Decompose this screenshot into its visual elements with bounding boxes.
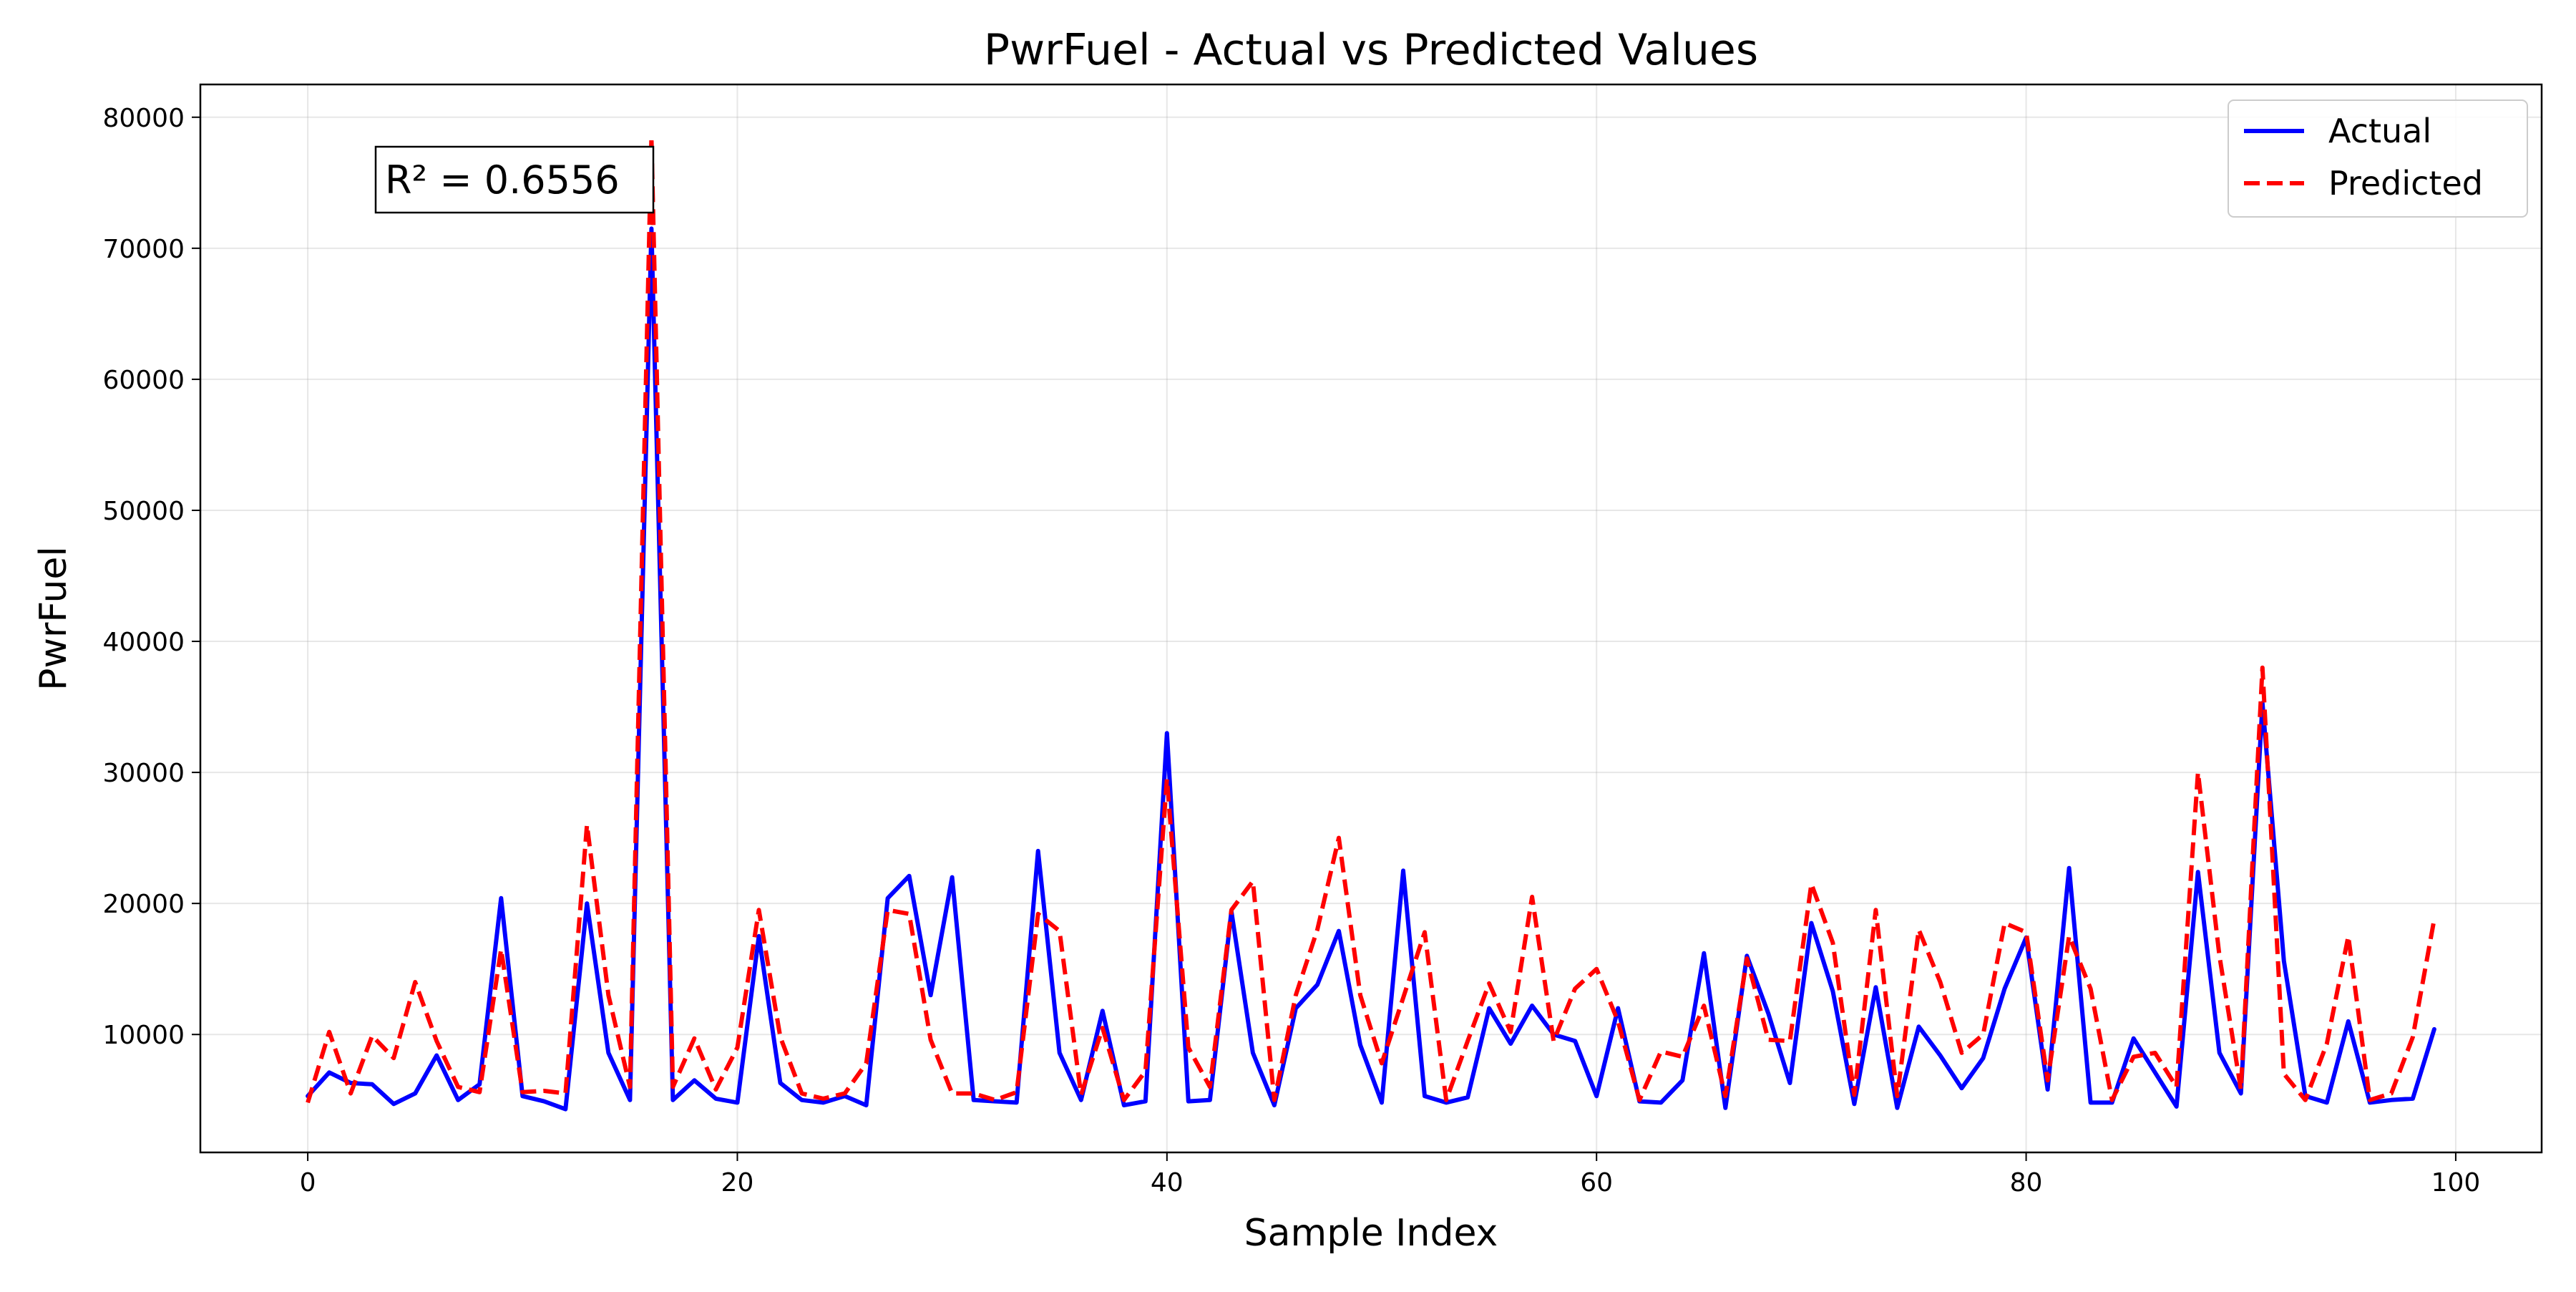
plot-frame <box>199 83 2543 1154</box>
x-axis-title: Sample Index <box>1244 1212 1498 1255</box>
series-layer <box>306 135 2436 1112</box>
series-predicted-line <box>306 135 2436 1104</box>
y-tick-label: 70000 <box>102 235 185 264</box>
y-tick-label: 20000 <box>102 890 185 919</box>
y-tick-label: 80000 <box>102 104 185 133</box>
y-tick-label: 60000 <box>102 366 185 395</box>
y-tick-label: 40000 <box>102 628 185 657</box>
y-axis-title: PwrFuel <box>32 546 75 691</box>
chart-title: PwrFuel - Actual vs Predicted Values <box>984 25 1758 75</box>
x-tick-label: 100 <box>2431 1168 2481 1198</box>
x-tick-label: 20 <box>721 1168 754 1198</box>
x-tick-label: 60 <box>1580 1168 1613 1198</box>
y-tick-label: 10000 <box>102 1021 185 1050</box>
grid <box>200 84 2542 1152</box>
x-tick-label: 40 <box>1151 1168 1184 1198</box>
x-tick-label: 80 <box>2010 1168 2043 1198</box>
x-tick-label: 0 <box>300 1168 316 1198</box>
y-tick-label: 30000 <box>102 759 185 788</box>
legend: Actual Predicted <box>2228 99 2528 218</box>
y-tick-label: 50000 <box>102 497 185 526</box>
annotation-box <box>374 145 655 214</box>
axis-ticks: 0 20 40 60 80 100 10000 20000 30000 40000 50000 600… <box>102 104 2480 1198</box>
series-actual-line <box>306 226 2436 1112</box>
annotation-text: R² = 0.6556 <box>385 157 620 203</box>
r-squared-annotation: R² = 0.6556 <box>374 145 655 214</box>
legend-label-predicted: Predicted <box>2328 164 2483 203</box>
legend-label-actual: Actual <box>2328 112 2431 150</box>
